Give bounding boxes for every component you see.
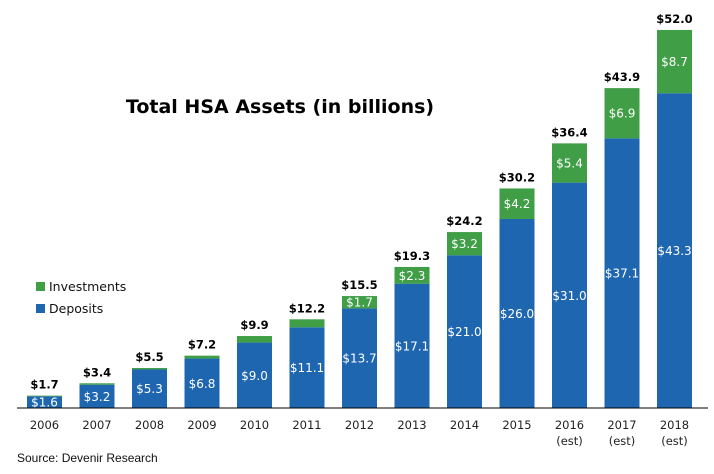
legend: Investments Deposits (36, 279, 126, 316)
bar-segment-investments (184, 355, 220, 359)
segment-label-investments: $3.2 (451, 237, 478, 251)
x-tick-label: (est) (661, 434, 688, 448)
bar-segment-investments (394, 266, 430, 284)
total-label: $19.3 (394, 249, 430, 263)
x-tick-label: 2014 (450, 418, 479, 432)
x-tick-label: 2017 (607, 418, 636, 432)
x-tick-label: 2013 (397, 418, 426, 432)
x-tick-label: 2010 (240, 418, 269, 432)
segment-label-investments: $4.2 (504, 197, 531, 211)
bar-segment-deposits (657, 93, 692, 409)
segment-label-deposits: $11.1 (290, 361, 324, 375)
bar-segment-deposits (394, 283, 430, 408)
bar-2016-est: $31.0 $5.4 $36.4 (551, 125, 588, 408)
x-tick-label: 2016 (555, 418, 584, 432)
bar-segment-deposits (27, 396, 62, 408)
x-tick-label: 2006 (30, 418, 59, 432)
bars-group: $1.6 $1.7 $3.2 $3.4 $5.3 $5.5 $6.8 $7.2 $9.0 $9.9… (27, 12, 693, 410)
bar-2014: $21.0 $3.2 $24.2 (446, 214, 483, 408)
segment-label-deposits: $43.3 (657, 244, 691, 258)
chart-title: Total HSA Assets (in billions) (126, 96, 434, 118)
total-label: $1.7 (30, 378, 58, 392)
bar-2009: $6.8 $7.2 (184, 338, 220, 408)
total-label: $12.2 (289, 301, 325, 315)
total-label: $52.0 (656, 12, 692, 26)
legend-label-investments: Investments (49, 279, 126, 294)
segment-label-deposits: $21.0 (447, 325, 481, 339)
total-label: $15.5 (341, 278, 377, 292)
bar-segment-deposits (184, 358, 220, 408)
segment-label-deposits: $26.0 (500, 307, 534, 321)
total-label: $9.9 (240, 318, 268, 332)
x-tick-label: 2018 (660, 418, 689, 432)
x-tick-label: 2012 (345, 418, 374, 432)
bar-segment-deposits (289, 327, 325, 408)
x-tick-label: 2009 (187, 418, 216, 432)
total-label: $43.9 (604, 70, 640, 84)
bar-segment-investments (499, 188, 535, 219)
segment-label-investments: $1.7 (346, 296, 373, 310)
x-tick-label: (est) (609, 434, 636, 448)
legend-label-deposits: Deposits (49, 301, 103, 316)
legend-swatch-investments (36, 282, 45, 291)
segment-label-deposits: $13.7 (342, 352, 376, 366)
total-label: $3.4 (83, 365, 111, 379)
segment-label-investments: $2.3 (399, 269, 426, 283)
bar-segment-investments (289, 319, 325, 328)
segment-label-investments: $5.4 (556, 157, 583, 171)
bar-segment-deposits (79, 384, 115, 408)
bar-2007: $3.2 $3.4 (79, 365, 115, 408)
bar-2011: $11.1 $12.2 (289, 301, 325, 408)
total-label: $30.2 (499, 170, 535, 184)
x-tick-label: 2007 (82, 418, 111, 432)
bar-segment-deposits (342, 308, 377, 408)
bar-segment-investments (447, 232, 482, 256)
bar-segment-investments (657, 29, 692, 94)
legend-swatch-deposits (36, 304, 45, 313)
bar-2013: $17.1 $2.3 $19.3 (394, 249, 430, 408)
total-label: $5.5 (135, 350, 163, 364)
total-label: $24.2 (446, 214, 482, 228)
segment-label-deposits: $17.1 (395, 339, 429, 353)
x-tick-label: 2015 (502, 418, 531, 432)
segment-label-deposits: $1.6 (31, 396, 58, 410)
segment-label-investments: $8.7 (661, 55, 688, 69)
bar-segment-deposits (499, 218, 535, 408)
bar-segment-deposits (237, 342, 272, 408)
bar-segment-deposits (552, 182, 587, 408)
bar-segment-investments (132, 368, 167, 370)
total-label: $7.2 (188, 338, 216, 352)
x-tick-label: (est) (556, 434, 583, 448)
segment-label-investments: $6.9 (609, 107, 636, 121)
bar-2010: $9.0 $9.9 (237, 318, 272, 408)
bar-segment-investments (604, 88, 640, 139)
segment-label-deposits: $9.0 (241, 369, 268, 383)
bar-segment-deposits (132, 369, 167, 408)
bar-2008: $5.3 $5.5 (132, 350, 167, 408)
bar-segment-deposits (604, 138, 640, 408)
bar-segment-investments (27, 395, 62, 397)
bar-2015: $26.0 $4.2 $30.2 (499, 170, 535, 408)
x-tick-label: 2008 (135, 418, 164, 432)
bar-2017-est: $37.1 $6.9 $43.9 (604, 70, 640, 408)
source-note: Source: Devenir Research (17, 451, 158, 465)
segment-label-deposits: $3.2 (84, 390, 111, 404)
bar-segment-investments (237, 336, 272, 343)
bar-2018-est: $43.3 $8.7 $52.0 (656, 12, 693, 409)
bar-segment-investments (79, 383, 115, 385)
bar-2006: $1.6 $1.7 (27, 378, 62, 410)
x-axis-ticks: 2006 2007 2008 2009 2010 2011 2012 2013 2014 2015… (30, 418, 689, 448)
total-label: $36.4 (551, 125, 587, 139)
bar-segment-investments (552, 143, 587, 183)
segment-label-deposits: $37.1 (605, 267, 639, 281)
segment-label-deposits: $31.0 (552, 289, 586, 303)
segment-label-deposits: $5.3 (136, 382, 163, 396)
bar-2012: $13.7 $1.7 $15.5 (341, 278, 378, 408)
segment-label-deposits: $6.8 (189, 377, 216, 391)
bar-segment-investments (342, 296, 377, 309)
bar-segment-deposits (447, 255, 482, 408)
x-tick-label: 2011 (292, 418, 321, 432)
